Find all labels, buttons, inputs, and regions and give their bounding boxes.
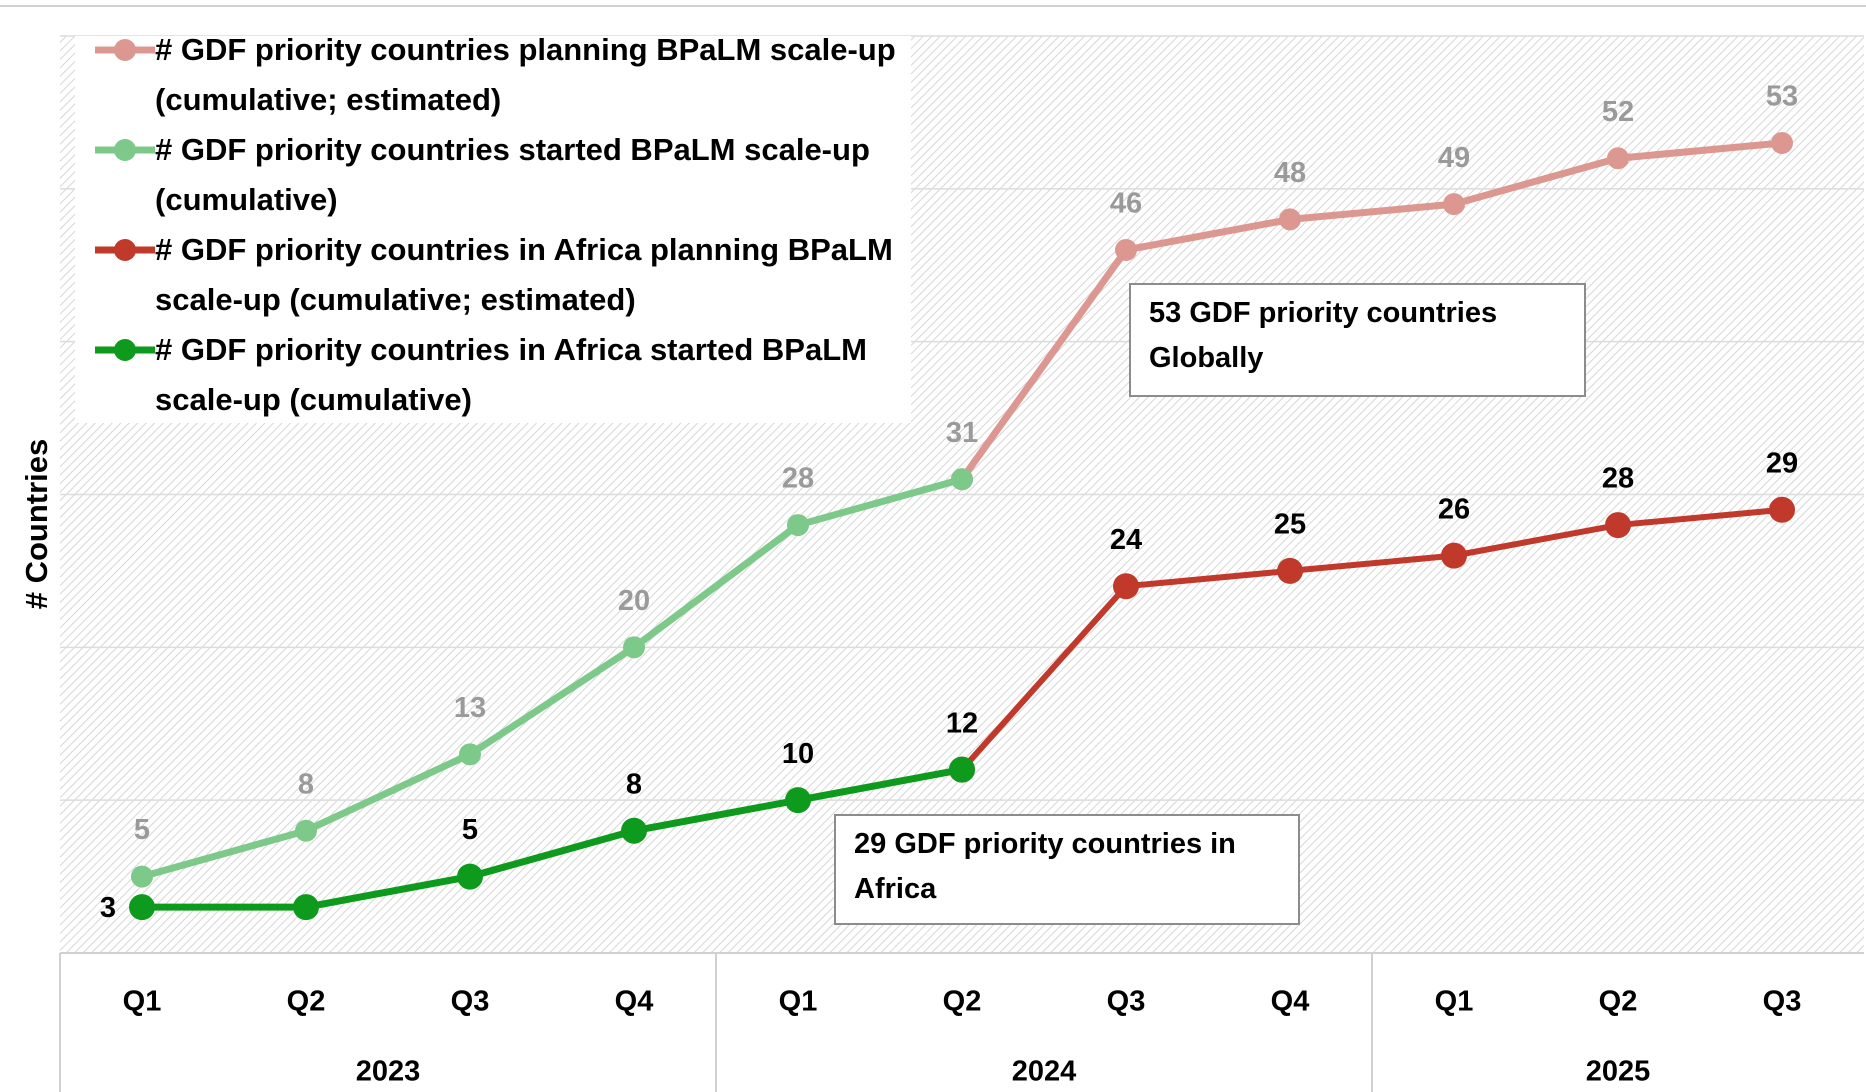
series-line [141,475,963,880]
data-label: 3 [100,892,116,924]
x-group-label: 2025 [1586,1056,1651,1088]
y-axis-title: # Countries [19,439,54,610]
data-point [295,819,317,842]
data-point [1771,131,1793,154]
data-label: 5 [134,814,150,846]
legend: # GDF priority countries planning BPaLM … [75,32,911,423]
data-point [131,865,153,888]
data-point [1443,193,1465,216]
data-point [785,787,811,814]
data-label: 52 [1602,96,1634,128]
x-tick-label: Q3 [1107,986,1146,1018]
data-label: 49 [1438,142,1470,174]
data-point [459,743,481,766]
data-point [951,468,973,491]
annotation-text: 53 GDF priority countries [1149,297,1498,329]
legend-marker [114,339,136,361]
data-label: 5 [462,814,478,846]
annotation-text: Africa [854,873,937,905]
data-label: 25 [1274,509,1306,541]
series-line [959,139,1783,482]
data-label: 8 [626,768,642,800]
data-point [1113,573,1139,600]
data-label: 53 [1766,81,1798,113]
legend-label: # GDF priority countries started BPaLM s… [155,132,870,217]
data-label: 29 [1766,447,1798,479]
data-point [623,636,645,659]
legend-label: # GDF priority countries in Africa start… [155,332,867,417]
x-tick-label: Q1 [779,986,818,1018]
data-point [1277,557,1303,584]
data-label: 26 [1438,493,1470,525]
x-tick-label: Q2 [1599,986,1638,1018]
data-label: 13 [454,692,486,724]
data-point [1441,542,1467,569]
data-label: 48 [1274,157,1306,189]
legend-marker [114,239,136,261]
legend-label: # GDF priority countries planning BPaLM … [155,32,896,117]
data-point [293,894,319,921]
x-tick-label: Q3 [451,986,490,1018]
data-point [1769,496,1795,523]
legend-marker [114,139,136,161]
data-point [621,817,647,844]
annotation-box: 53 GDF priority countries Globally [1129,283,1586,397]
annotation-text: 29 GDF priority countries in [854,828,1236,860]
data-label: 20 [618,585,650,617]
data-label: 24 [1110,524,1142,556]
data-label: 28 [1602,463,1634,495]
legend-marker [114,39,136,61]
series-line [959,506,1783,772]
annotation-box: 29 GDF priority countries in Africa [834,814,1300,925]
data-point [129,894,155,921]
data-label: 28 [782,463,814,495]
series-line [142,766,963,911]
legend-markers [95,39,155,361]
x-group-label: 2024 [1012,1056,1077,1088]
data-label: 12 [946,707,978,739]
x-tick-label: Q4 [615,986,654,1018]
x-tick-label: Q1 [1435,986,1474,1018]
x-tick-label: Q1 [123,986,162,1018]
data-label: 31 [946,417,978,449]
data-label: 8 [298,768,314,800]
data-point [1279,208,1301,231]
data-point [1115,238,1137,261]
x-tick-label: Q2 [287,986,326,1018]
data-point [787,514,809,537]
x-group-label: 2023 [356,1056,421,1088]
x-tick-label: Q3 [1763,986,1802,1018]
annotation-text: Globally [1149,342,1264,374]
data-point [457,863,483,890]
x-tick-label: Q2 [943,986,982,1018]
data-point [1605,512,1631,539]
legend-label: # GDF priority countries in Africa plann… [155,232,893,317]
data-label: 46 [1110,188,1142,220]
x-tick-label: Q4 [1271,986,1310,1018]
data-point [1607,147,1629,170]
data-point [949,756,975,783]
data-label: 10 [782,738,814,770]
